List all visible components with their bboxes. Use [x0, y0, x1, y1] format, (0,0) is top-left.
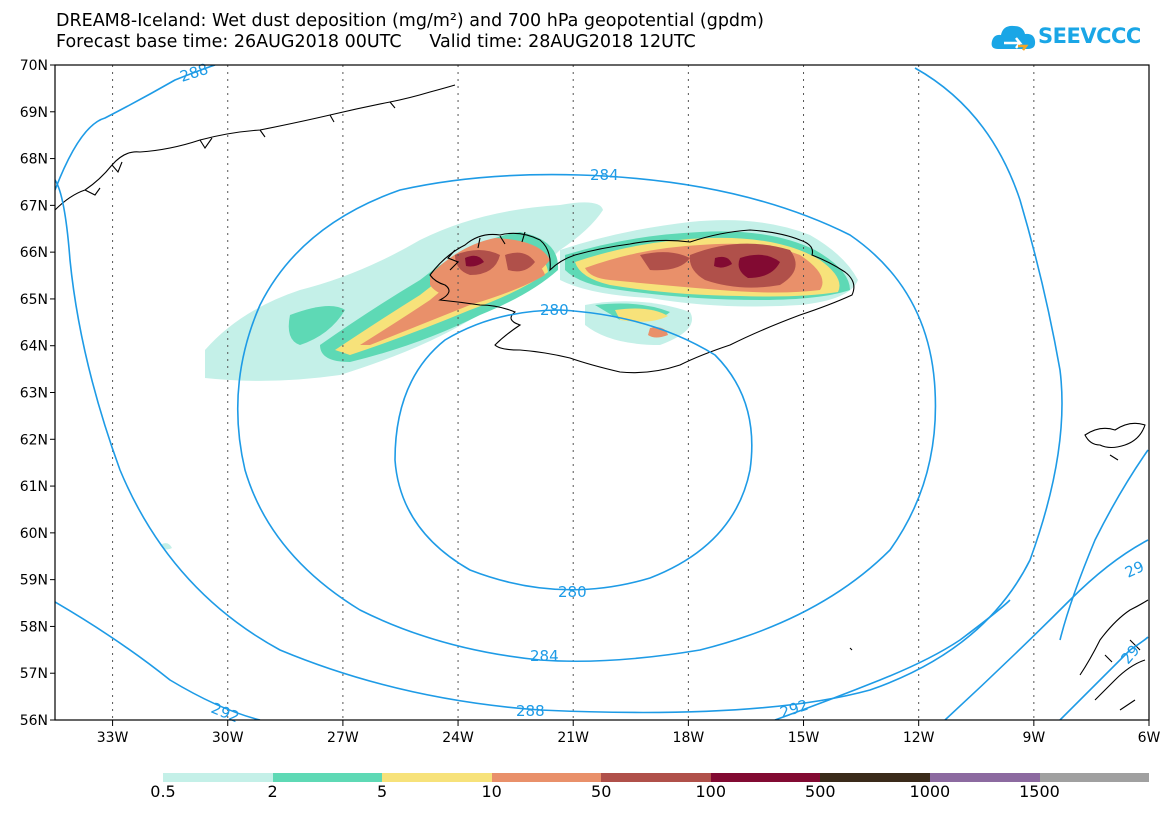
dust-deposition-shading: [160, 202, 858, 550]
legend-label: 500: [805, 782, 836, 801]
contour-label: 292: [778, 696, 811, 722]
legend-label: 10: [481, 782, 502, 801]
lat-label: 60N: [20, 526, 48, 542]
legend-label: 0.5: [150, 782, 176, 801]
legend-label: 5: [377, 782, 388, 801]
contour-296-east: [1059, 636, 1149, 720]
contour-292-east: [944, 539, 1149, 720]
lon-label: 12W: [903, 730, 935, 746]
contour-292-southwest: [55, 601, 261, 720]
contour-label: 284: [590, 166, 619, 184]
legend-swatch: [820, 773, 930, 782]
lon-label: 9W: [1022, 730, 1045, 746]
lon-label: 18W: [673, 730, 705, 746]
lon-label: 6W: [1138, 730, 1161, 746]
legend-label: 50: [591, 782, 612, 801]
greenland-coast-inlet: [84, 101, 396, 196]
seevccc-logo: SEEVCCC: [990, 19, 1141, 59]
contour-label: 29: [1117, 641, 1143, 667]
contour-label: 292: [209, 699, 242, 726]
contour-292-southeast: [774, 599, 1011, 720]
legend-swatch: [382, 773, 492, 782]
latitude-labels: 70N 69N 68N 67N 66N 65N 64N 63N 62N 61N 60N 59N 58N 5…: [20, 58, 48, 729]
legend-swatch: [1039, 773, 1150, 782]
lon-label: 15W: [788, 730, 820, 746]
contour-label: 29: [1122, 557, 1147, 581]
lon-label: 30W: [212, 730, 244, 746]
legend-colorbar: [163, 773, 1150, 782]
faroe-islands: [1084, 422, 1146, 461]
legend-swatch: [491, 773, 602, 782]
logo-wordmark: SEEVCCC: [1038, 24, 1141, 48]
lat-label: 59N: [20, 573, 48, 589]
lat-label: 68N: [20, 152, 48, 168]
lat-label: 67N: [20, 198, 48, 214]
legend-label: 1000: [909, 782, 951, 801]
greenland-coast: [55, 84, 456, 211]
longitude-labels: 33W 30W 27W 24W 21W 18W 15W 12W 9W 6W: [97, 730, 1161, 746]
axis-ticks: [50, 64, 1150, 726]
map-title: DREAM8-Iceland: Wet dust deposition (mg/…: [56, 11, 764, 31]
lat-label: 56N: [20, 713, 48, 729]
lat-label: 64N: [20, 339, 48, 355]
legend-label: 1500: [1019, 782, 1060, 801]
contour-labels: 288 284 280 280 284 288 292 292 29 29: [178, 60, 1147, 727]
lon-label: 33W: [97, 730, 129, 746]
contour-288-northwest: [55, 65, 216, 191]
geopotential-contours: [55, 65, 1149, 720]
lat-label: 61N: [20, 479, 48, 495]
legend-label: 2: [267, 782, 278, 801]
contour-east-edge: [1059, 449, 1149, 641]
contour-label: 288: [516, 702, 545, 720]
lat-label: 58N: [20, 619, 48, 635]
contour-label: 288: [178, 60, 211, 86]
lon-label: 24W: [442, 730, 474, 746]
legend-swatch: [272, 773, 383, 782]
legend-label: 100: [695, 782, 727, 801]
map-subtitle-times: Forecast base time: 26AUG2018 00UTC Vali…: [56, 32, 696, 52]
cloud-logo-icon: [991, 25, 1036, 51]
contour-label: 280: [558, 583, 587, 601]
lat-label: 65N: [20, 292, 48, 308]
scotland-coast: [1079, 599, 1149, 711]
legend-swatch: [710, 773, 821, 782]
contour-label: 284: [530, 647, 559, 665]
legend-swatch: [929, 773, 1040, 782]
contour-288-outer: [55, 67, 1063, 714]
contour-284: [236, 173, 937, 663]
legend-swatch: [601, 773, 711, 782]
lat-lon-gridlines: [112, 65, 1035, 720]
contour-280-inner: [394, 309, 753, 591]
lat-label: 62N: [20, 432, 48, 448]
lat-label: 70N: [20, 58, 48, 74]
legend-swatch: [163, 773, 273, 782]
lon-label: 21W: [557, 730, 589, 746]
lat-label: 69N: [20, 105, 48, 121]
lon-label: 27W: [327, 730, 359, 746]
contour-label: 280: [540, 301, 569, 319]
lat-label: 66N: [20, 245, 48, 261]
lat-label: 57N: [20, 666, 48, 682]
shetland-detail: [849, 647, 853, 651]
lat-label: 63N: [20, 386, 48, 402]
iceland-westfjords-detail: [447, 231, 526, 271]
